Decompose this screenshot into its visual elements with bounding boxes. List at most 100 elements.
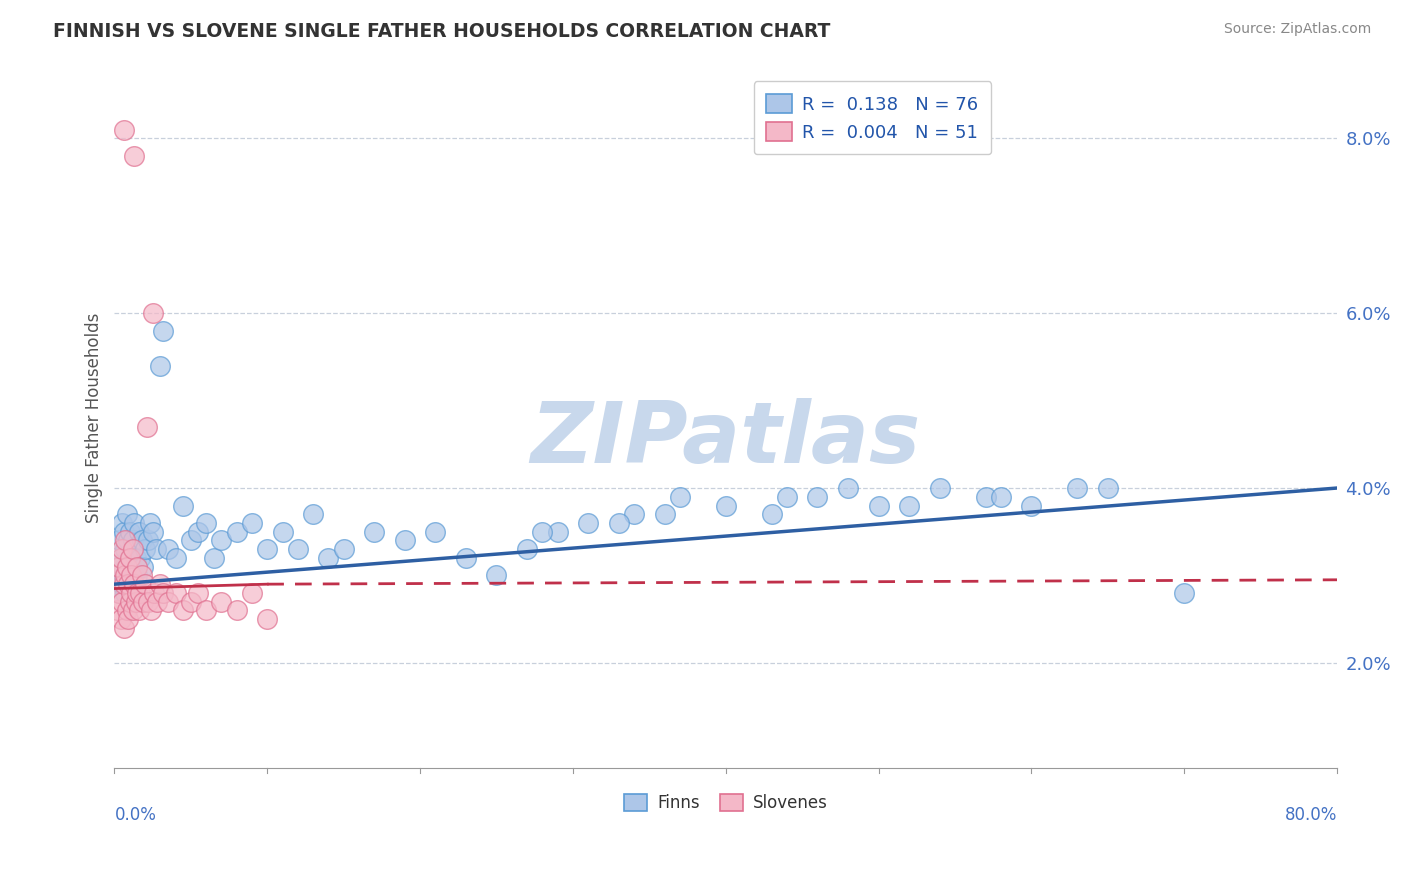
Point <box>318 551 340 566</box>
Point <box>112 577 135 591</box>
Point <box>115 508 138 522</box>
Point <box>128 524 150 539</box>
Text: 80.0%: 80.0% <box>1285 806 1337 824</box>
Point <box>129 586 152 600</box>
Point <box>516 542 538 557</box>
Point <box>576 516 599 530</box>
Point <box>761 508 783 522</box>
Point <box>110 551 132 566</box>
Point <box>623 508 645 522</box>
Point <box>187 524 209 539</box>
Point <box>129 551 152 566</box>
Point <box>127 568 149 582</box>
Point <box>134 542 156 557</box>
Point <box>124 568 146 582</box>
Point <box>669 490 692 504</box>
Point <box>1173 586 1195 600</box>
Point <box>117 533 139 548</box>
Point <box>112 621 135 635</box>
Point <box>112 122 135 136</box>
Point <box>110 612 132 626</box>
Point <box>209 594 232 608</box>
Point <box>271 524 294 539</box>
Point <box>118 577 141 591</box>
Point <box>332 542 354 557</box>
Point <box>776 490 799 504</box>
Point <box>107 559 129 574</box>
Point <box>898 499 921 513</box>
Point <box>156 542 179 557</box>
Point <box>454 551 477 566</box>
Point <box>138 516 160 530</box>
Point <box>114 542 136 557</box>
Point <box>125 594 148 608</box>
Point <box>547 524 569 539</box>
Point <box>240 516 263 530</box>
Point <box>120 551 142 566</box>
Point <box>108 586 131 600</box>
Point <box>152 586 174 600</box>
Point <box>394 533 416 548</box>
Text: ZIPatlas: ZIPatlas <box>530 398 921 481</box>
Point <box>121 533 143 548</box>
Point <box>146 594 169 608</box>
Point <box>806 490 828 504</box>
Point <box>928 481 950 495</box>
Point <box>240 586 263 600</box>
Point <box>225 524 247 539</box>
Point <box>195 603 218 617</box>
Point <box>202 551 225 566</box>
Point <box>117 577 139 591</box>
Point <box>120 568 142 582</box>
Point <box>124 149 146 163</box>
Point <box>172 603 194 617</box>
Point <box>143 586 166 600</box>
Point <box>131 533 153 548</box>
Point <box>868 499 890 513</box>
Point <box>131 568 153 582</box>
Point <box>1066 481 1088 495</box>
Point <box>1097 481 1119 495</box>
Point <box>112 568 135 582</box>
Point <box>127 559 149 574</box>
Point <box>139 603 162 617</box>
Point <box>837 481 859 495</box>
Point <box>117 568 139 582</box>
Text: 0.0%: 0.0% <box>114 806 156 824</box>
Point <box>127 586 149 600</box>
Point <box>114 568 136 582</box>
Point <box>607 516 630 530</box>
Point <box>287 542 309 557</box>
Point <box>114 533 136 548</box>
Point <box>172 499 194 513</box>
Point <box>187 586 209 600</box>
Point <box>121 603 143 617</box>
Point <box>225 603 247 617</box>
Point <box>111 542 134 557</box>
Point <box>108 586 131 600</box>
Point <box>990 490 1012 504</box>
Point <box>145 542 167 557</box>
Text: Source: ZipAtlas.com: Source: ZipAtlas.com <box>1223 22 1371 37</box>
Point <box>132 594 155 608</box>
Point <box>134 577 156 591</box>
Point <box>485 568 508 582</box>
Point <box>107 603 129 617</box>
Point <box>256 542 278 557</box>
Point <box>117 612 139 626</box>
Point <box>108 533 131 548</box>
Point <box>180 594 202 608</box>
Y-axis label: Single Father Households: Single Father Households <box>86 313 103 524</box>
Point <box>115 559 138 574</box>
Point <box>114 586 136 600</box>
Point <box>156 594 179 608</box>
Point <box>180 533 202 548</box>
Point <box>115 603 138 617</box>
Point <box>111 594 134 608</box>
Point <box>142 306 165 320</box>
Point <box>111 516 134 530</box>
Point <box>302 508 325 522</box>
Point <box>209 533 232 548</box>
Point <box>128 603 150 617</box>
Point <box>124 516 146 530</box>
